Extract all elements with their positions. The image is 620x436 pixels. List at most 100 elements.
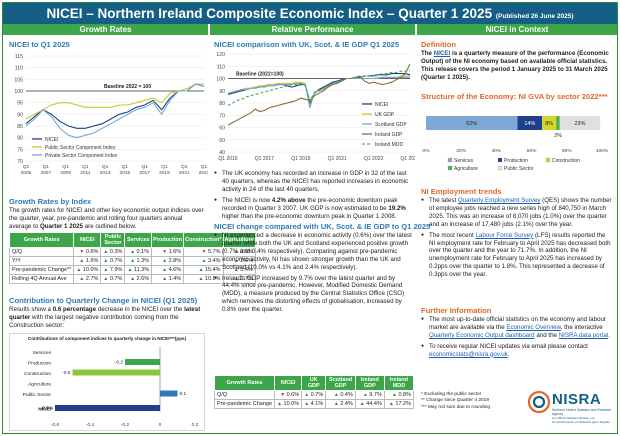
data-label: 0.1 — [180, 391, 187, 397]
cell-value: 4.6% — [167, 267, 182, 273]
table-row: Q/Q ▼ 0.6% ▲ 0.7% ▲ 0.4% ▲ 9.7% ▲ 0.8% — [213, 390, 415, 400]
legend-label: Public Sector — [504, 166, 534, 172]
data-portal-link[interactable]: NISRA data portal — [558, 331, 609, 339]
arrow-up-icon: ▲ — [127, 267, 133, 273]
data-label: -0.2 — [115, 360, 124, 366]
y-tick-label: 90 — [219, 89, 225, 95]
cell-value: 0.8% — [396, 392, 411, 398]
x-tick-label: Q1 — [122, 164, 129, 170]
dashboard-link[interactable]: Quarterly Economic Output dashboard — [429, 331, 535, 339]
further-info-title: Further Information — [421, 306, 492, 315]
cell-value: 0.7% — [309, 392, 324, 398]
arrow-down-icon: ▼ — [201, 249, 207, 255]
y-tick-label: 90 — [17, 112, 23, 118]
category-label: Production — [28, 361, 51, 367]
arrow-up-icon: ▲ — [162, 276, 168, 282]
cell-value: 17.2% — [393, 401, 411, 407]
x-tick-label: Q1 2025 — [400, 156, 415, 162]
arrow-up-icon: ▲ — [79, 258, 85, 264]
nicei-chart-title: NICEI to Q1 2025 — [9, 40, 70, 49]
arrow-up-icon: ▲ — [76, 267, 82, 273]
y-tick-label: 80 — [17, 136, 23, 142]
x-tick-label: Q1 2023 — [364, 156, 383, 162]
economic-overview-link[interactable]: Economic Overview — [506, 323, 561, 331]
subheader-relative: Relative Performance — [210, 24, 415, 35]
cell-value: 1.6% — [84, 258, 99, 264]
footnotes: * Excluding the public sector ** Change … — [421, 392, 521, 411]
cell-value: 9.7% — [367, 392, 382, 398]
row-label: Y/Y — [8, 256, 75, 266]
arrow-down-icon: ▼ — [162, 249, 168, 255]
arrow-up-icon: ▲ — [79, 276, 85, 282]
nicei-line-chart: 70 75 80 85 90 95 100 105 110 115 Baseline 2022 = … — [14, 54, 208, 176]
cell-value: 7.9% — [108, 267, 123, 273]
bullet-peak: The NICEI is now 4.2% above the pre-econ… — [214, 197, 414, 221]
arrow-up-icon: ▲ — [304, 392, 310, 398]
published-date: (Published 26 June 2025) — [495, 13, 574, 20]
x-tick-label: 2019 — [159, 170, 170, 176]
arrow-up-icon: ▲ — [103, 276, 109, 282]
series-line-private-sector-component-index — [25, 83, 205, 139]
cell-value: 1.4% — [167, 276, 182, 282]
table-cell: ▲ 9.7% — [354, 390, 385, 400]
cell-value: 2.6% — [135, 276, 150, 282]
arrow-up-icon: ▲ — [391, 392, 397, 398]
x-tick-label: 0 — [159, 422, 162, 428]
cell-value: 2.7% — [84, 276, 99, 282]
x-tick-label: -0.6 — [51, 422, 60, 428]
x-tick-label: Q1 2021 — [328, 156, 347, 162]
nicei-link[interactable]: NICEI — [433, 50, 451, 57]
table-cell: ▲ 2.4% — [325, 399, 356, 409]
legend-label: Agriculture — [454, 166, 478, 172]
table-cell: ▲ 0.3% — [100, 247, 126, 257]
lfs-link[interactable]: Labour Force Survey — [475, 231, 534, 239]
table-header: Ireland GDP — [354, 375, 385, 391]
x-tick-label: Q1 2017 — [255, 156, 274, 162]
growth-rates-title: Growth Rates by Index — [9, 197, 92, 206]
table-cell: ▲ 2.7% — [73, 274, 102, 284]
nisra-logo-subtext-2: An Official Statistics Bureau | An Gníom… — [552, 416, 610, 424]
table-row: Pre-pandemic Change ▲ 10.0% ▲ 4.1% ▲ 2.4% ▲ … — [213, 399, 415, 409]
legend-label: NICEI — [375, 102, 388, 108]
legend-label: Scotland GDP — [375, 122, 407, 128]
legend-swatch — [497, 157, 503, 163]
legend-label: Public Sector Component Index — [45, 145, 116, 151]
y-tick-label: 70 — [17, 159, 23, 165]
contribution-text: Results show a 0.6 percentage decrease i… — [9, 306, 201, 329]
arrow-up-icon: ▲ — [162, 258, 168, 264]
bar — [55, 405, 160, 411]
table-cell: ▲ 1.4% — [151, 274, 185, 284]
series-line-ireland-mdd — [227, 69, 411, 106]
arrow-up-icon: ▲ — [198, 276, 204, 282]
subheader-growth: Growth Rates — [3, 24, 208, 35]
x-tick-label: -0.2 — [121, 422, 130, 428]
cell-value: 0.3% — [108, 249, 123, 255]
cell-value: 0.1% — [135, 249, 150, 255]
employment-title: NI Employment trends — [421, 187, 502, 196]
y-tick-label: 80 — [219, 101, 225, 107]
table-cell: ▲ 4.6% — [151, 265, 185, 275]
table-header: Growth Rates — [213, 375, 276, 391]
chart-border — [9, 333, 205, 431]
legend-label: Services — [454, 158, 474, 164]
bullet-email: To receive regular NICEI updates via ema… — [421, 343, 613, 359]
data-label: 8% — [545, 121, 553, 127]
row-label: Pre-pandemic Change — [213, 399, 276, 409]
page-title: NICEI – Northern Ireland Composite Econo… — [3, 3, 617, 24]
x-tick-label: 2023 — [199, 170, 208, 176]
legend-label: Ireland MDD — [375, 142, 403, 148]
arrow-up-icon: ▲ — [333, 392, 339, 398]
footnote-2: ** Change since Quarter 4 2019 — [421, 398, 489, 404]
comparison-table: Growth Rates NICEI UK GDP Scotland GDP Irela… — [213, 375, 415, 409]
arrow-up-icon: ▲ — [130, 258, 136, 264]
contribution-title: Contribution to Quarterly Change in NICE… — [9, 296, 198, 305]
table-cell: ▼ 0.6% — [274, 390, 303, 400]
x-tick-label: 0.2 — [192, 422, 199, 428]
qes-link[interactable]: Quarterly Employment Survey — [457, 197, 541, 204]
email-link[interactable]: economicstats@nisra.gov.uk — [429, 350, 508, 358]
table-cell: ▼ 1.6% — [151, 247, 185, 257]
x-tick-label: 2015 — [120, 170, 131, 176]
nisra-logo: NISRA Northern Ireland Statistics and Re… — [526, 388, 614, 428]
y-tick-label: 110 — [217, 64, 225, 70]
stacked-segment — [517, 116, 543, 130]
